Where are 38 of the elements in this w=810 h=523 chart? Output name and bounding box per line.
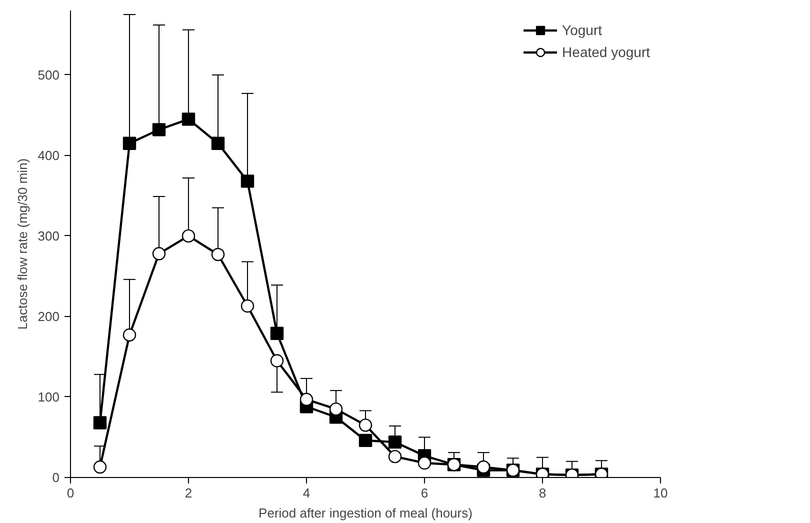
- point: [182, 112, 196, 126]
- point: [270, 326, 284, 340]
- x-tick-label: 10: [653, 486, 668, 500]
- point: [300, 392, 314, 406]
- point: [329, 402, 343, 416]
- y-tick-label: 500: [38, 67, 60, 82]
- y-tick-label: 0: [52, 470, 60, 485]
- y-tick-label: 200: [38, 308, 60, 324]
- point: [358, 434, 372, 448]
- x-tick-label: 6: [420, 486, 428, 500]
- point: [270, 354, 284, 368]
- point: [93, 416, 107, 430]
- y-tick-label: 300: [38, 228, 60, 244]
- point: [240, 299, 254, 313]
- point: [152, 123, 166, 136]
- point: [240, 174, 254, 188]
- point: [182, 229, 196, 243]
- point: [388, 450, 402, 464]
- point: [476, 460, 490, 474]
- point: [211, 248, 225, 262]
- y-tick-label: 400: [38, 148, 60, 163]
- legend-label: Yogurt: [562, 22, 602, 38]
- point: [211, 136, 225, 150]
- point: [152, 247, 166, 260]
- point: [122, 136, 136, 150]
- x-tick-label: 2: [184, 486, 192, 500]
- y-tick-label: 100: [38, 389, 60, 404]
- point: [358, 418, 372, 432]
- legend-label: Heated yogurt: [562, 44, 650, 60]
- x-tick-label: 8: [538, 486, 546, 500]
- y-axis-title: Lactose flow rate (mg/30 min): [14, 158, 30, 330]
- x-tick-label: 0: [66, 486, 74, 500]
- x-axis-title: Period after ingestion of meal (hours): [258, 506, 472, 520]
- point: [388, 435, 402, 449]
- x-tick-label: 4: [302, 486, 310, 500]
- point: [418, 456, 432, 470]
- point: [93, 460, 107, 474]
- point: [122, 328, 136, 342]
